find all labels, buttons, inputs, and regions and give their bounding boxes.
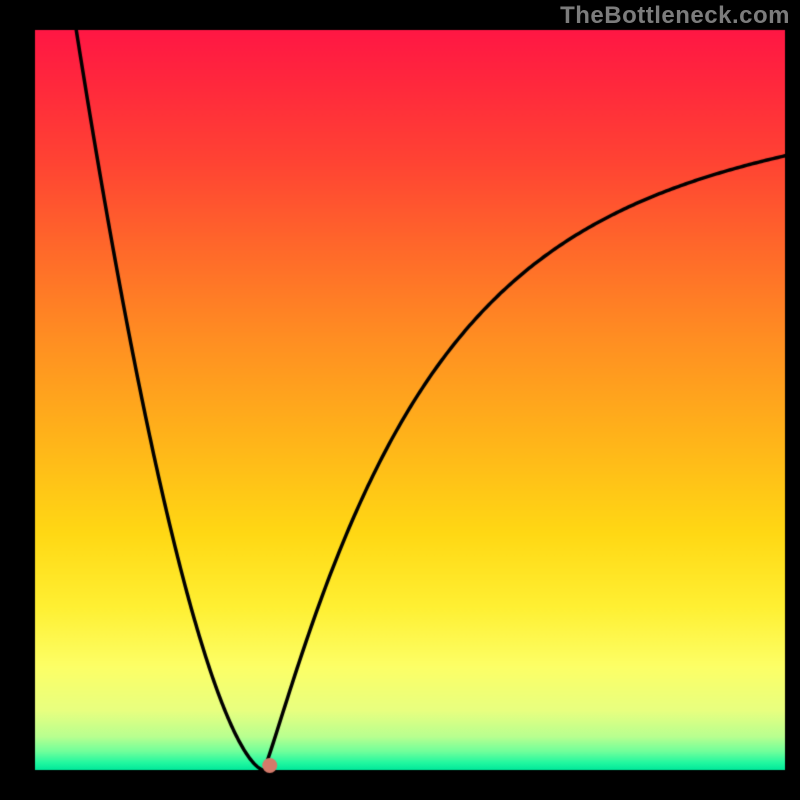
bottleneck-chart-canvas xyxy=(0,0,800,800)
chart-container: TheBottleneck.com xyxy=(0,0,800,800)
watermark-text: TheBottleneck.com xyxy=(560,2,790,30)
